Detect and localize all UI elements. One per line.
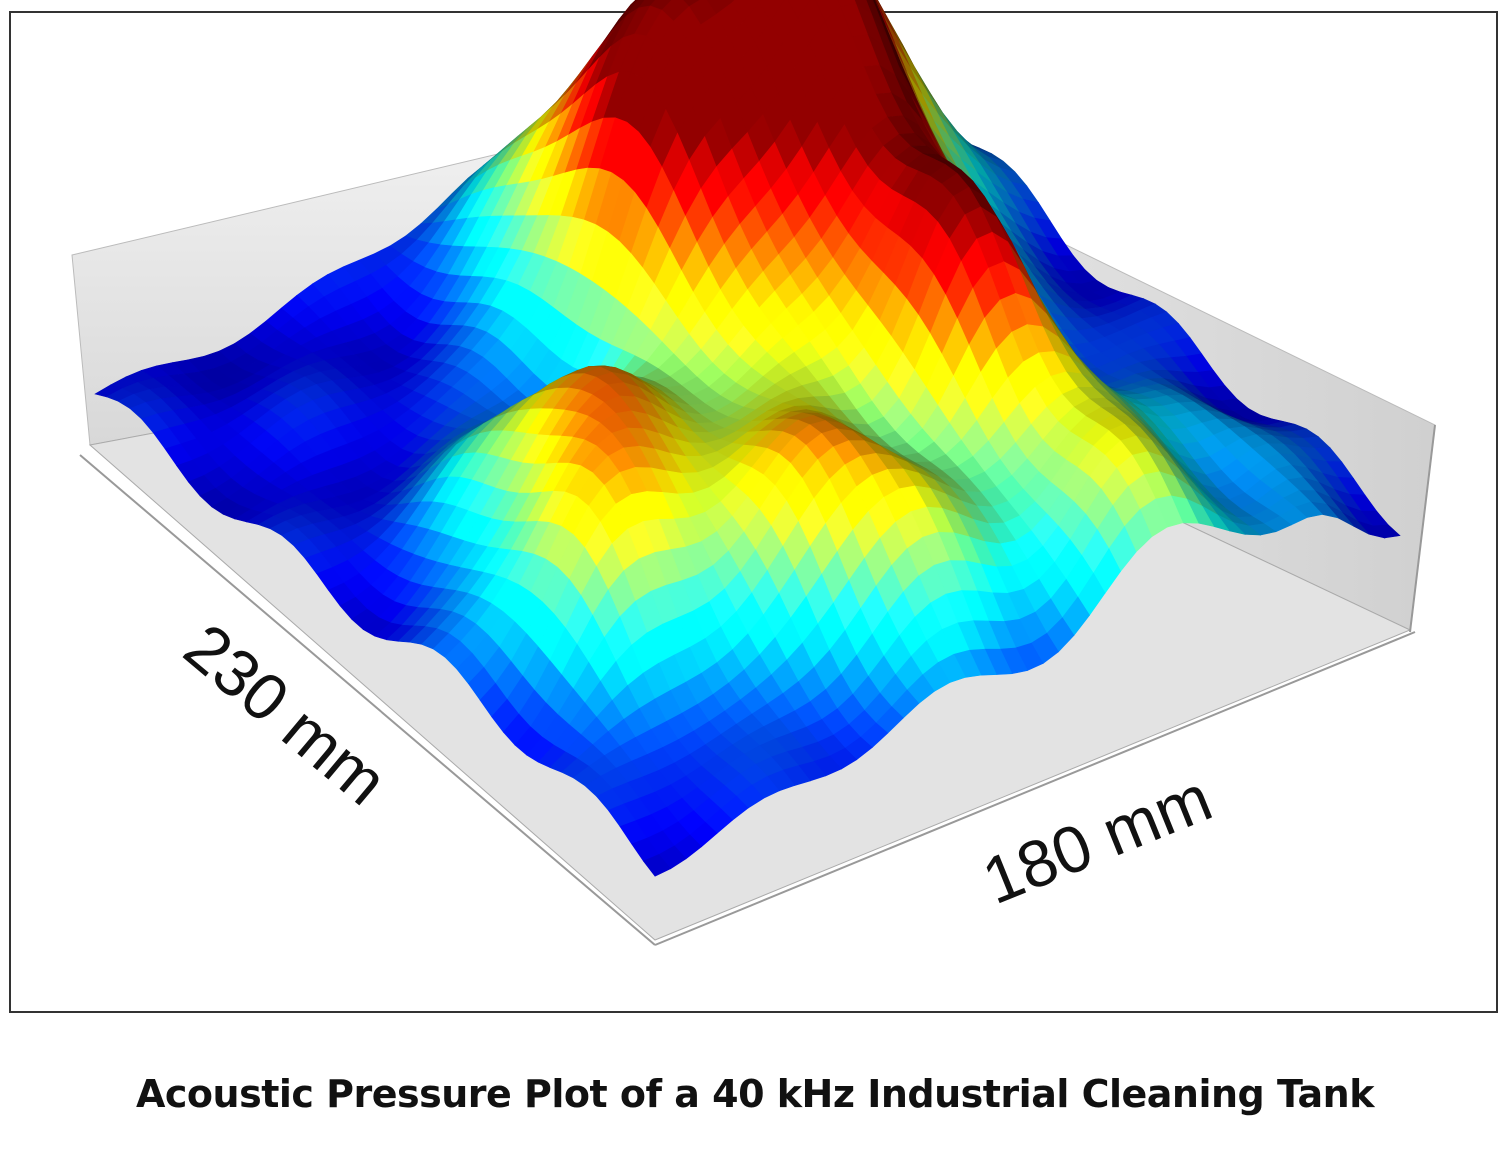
axis-line xyxy=(79,454,656,946)
surface xyxy=(94,0,1401,877)
axis-line xyxy=(654,631,1416,946)
chart: 230 mm 180 mm xyxy=(9,0,1498,1013)
surface-cell xyxy=(642,854,671,877)
surface-cell xyxy=(729,0,736,4)
axis-line xyxy=(1409,424,1436,633)
surface-cell xyxy=(756,0,762,4)
caption: Acoustic Pressure Plot of a 40 kHz Indus… xyxy=(136,1072,1374,1116)
